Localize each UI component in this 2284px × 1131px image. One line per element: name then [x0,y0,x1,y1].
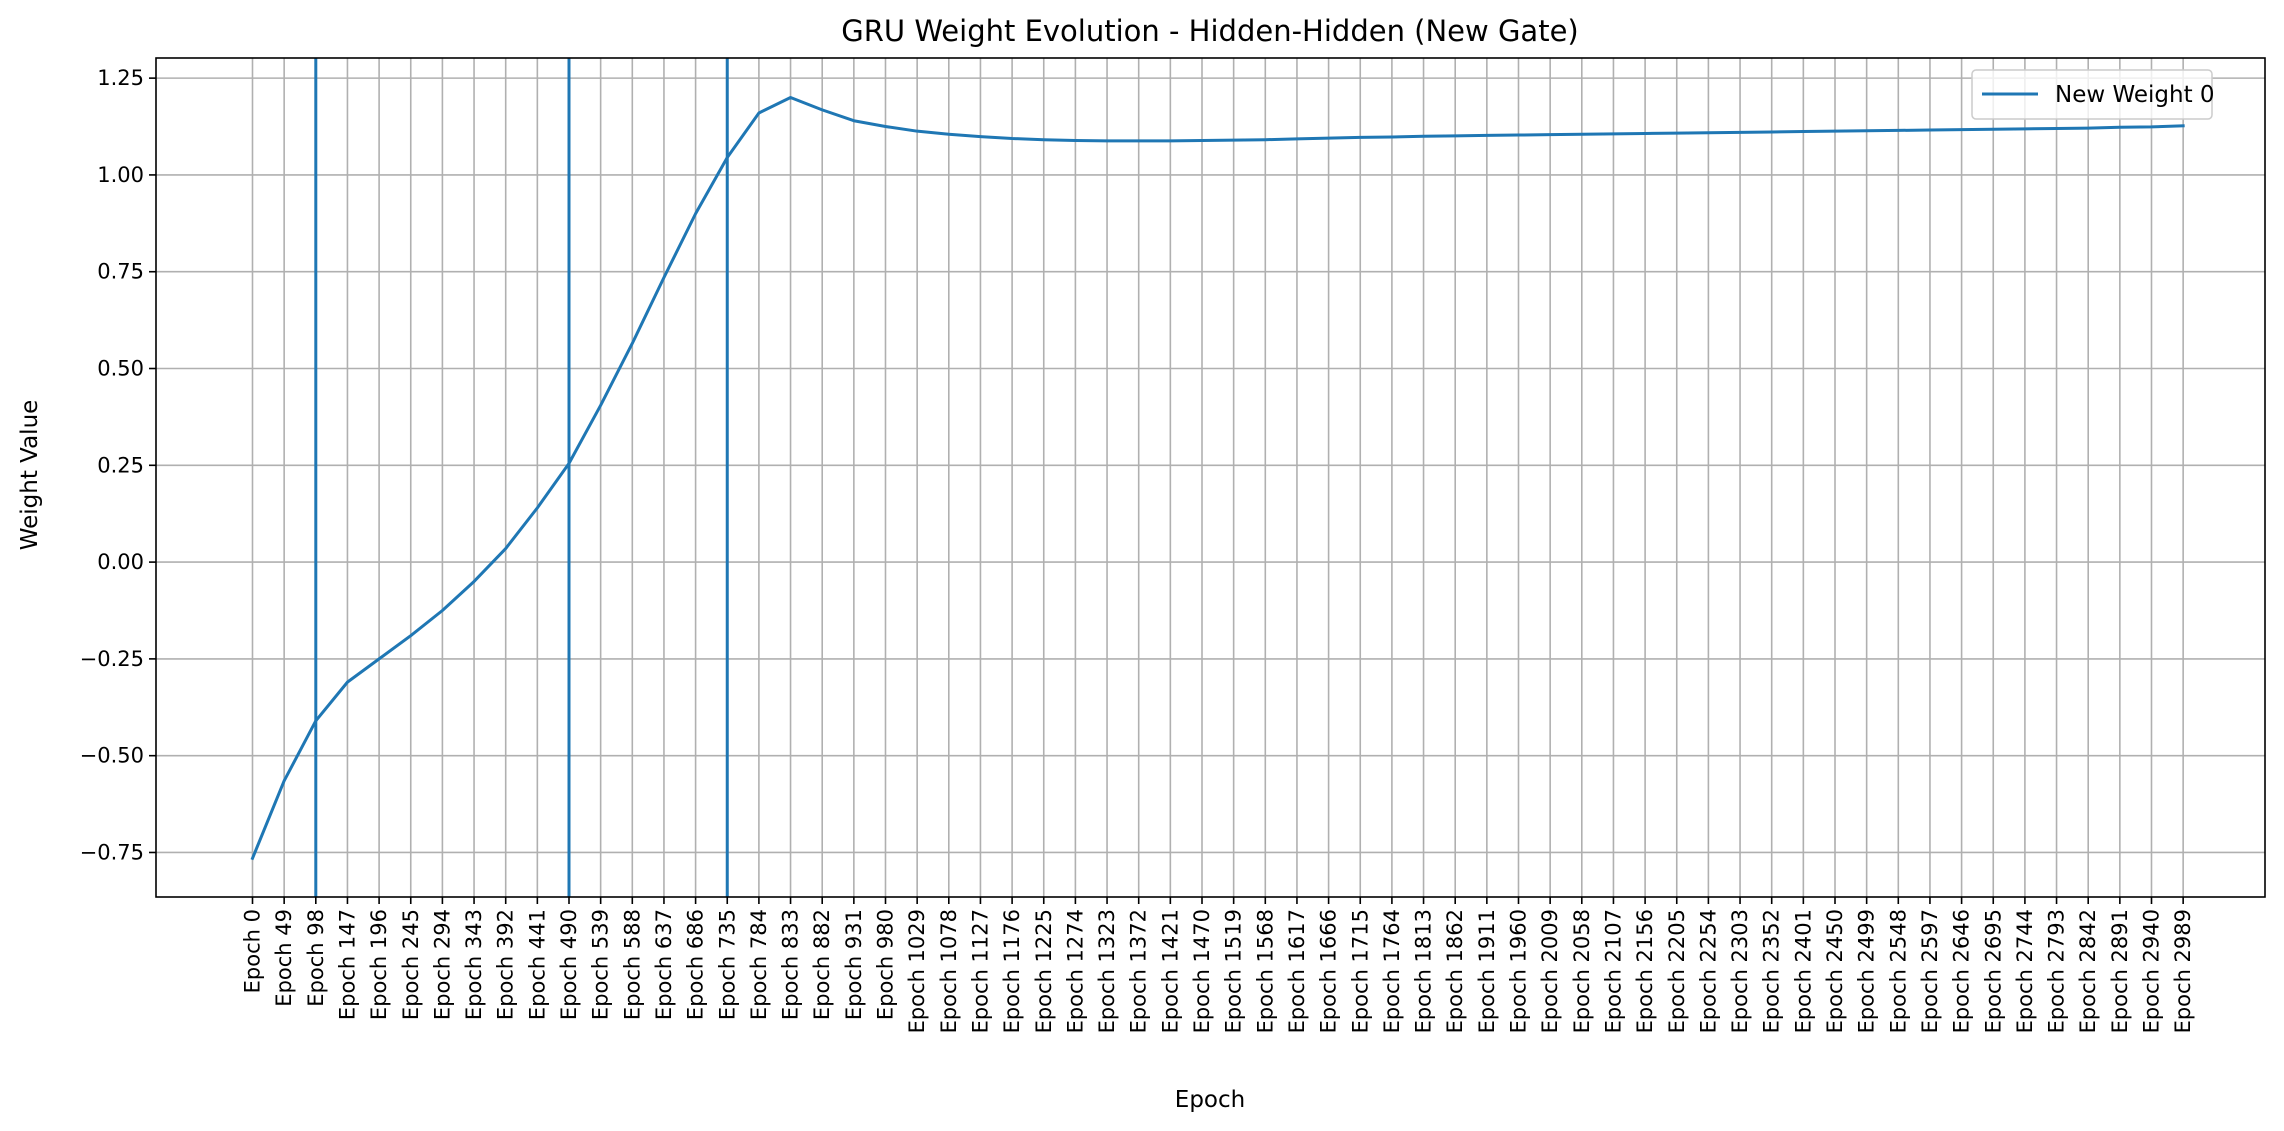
plot-area-frame [155,57,2266,898]
x-tick-label: Epoch 1666 [1317,909,1341,1033]
x-tick-label: Epoch 2107 [1601,909,1625,1033]
x-tick-label: Epoch 2450 [1823,909,1847,1033]
x-tick-label: Epoch 2597 [1918,909,1942,1033]
x-tick-label: Epoch 1323 [1095,909,1119,1033]
x-tick-label: Epoch 882 [810,909,834,1020]
x-tick-label: Epoch 2793 [2045,909,2069,1033]
y-tick-label: −0.75 [80,840,144,864]
x-tick-label: Epoch 1029 [905,909,929,1033]
x-tick-label: Epoch 2499 [1855,909,1879,1033]
y-axis-ticks: −0.75 −0.50 −0.25 0.00 0.25 0.50 0.75 1.00 1.25 [80,66,156,864]
x-tick-label: Epoch 1617 [1285,909,1309,1033]
x-tick-label: Epoch 392 [494,909,518,1020]
x-tick-label: Epoch 1715 [1348,909,1372,1033]
x-tick-label: Epoch 1862 [1443,909,1467,1033]
x-tick-label: Epoch 539 [589,909,613,1020]
x-tick-label: Epoch 490 [557,909,581,1020]
series-line [250,95,2185,861]
x-tick-label: Epoch 1127 [968,909,992,1033]
y-tick-label: 1.25 [97,66,144,90]
y-tick-label: −0.50 [80,744,144,768]
x-tick-label: Epoch 2009 [1538,909,1562,1033]
x-tick-label: Epoch 2205 [1665,909,1689,1033]
x-tick-label: Epoch 0 [241,909,265,993]
x-tick-label: Epoch 588 [620,909,644,1020]
y-tick-label: 0.75 [97,260,144,284]
y-axis-label: Weight Value [17,400,43,551]
x-tick-label: Epoch 1519 [1222,909,1246,1033]
x-tick-label: Epoch 294 [430,909,454,1020]
x-tick-label: Epoch 98 [304,909,328,1007]
x-tick-label: Epoch 1421 [1158,909,1182,1033]
x-tick-label: Epoch 147 [335,909,359,1020]
x-tick-label: Epoch 2646 [1950,909,1974,1033]
x-tick-label: Epoch 2744 [2013,909,2037,1033]
x-tick-label: Epoch 686 [684,909,708,1020]
y-tick-label: −0.25 [80,647,144,671]
y-tick-label: 0.00 [97,550,144,574]
x-tick-label: Epoch 784 [747,909,771,1020]
x-tick-label: Epoch 1274 [1063,909,1087,1033]
y-tick-label: 1.00 [97,163,144,187]
x-axis-ticks: Epoch 0 Epoch 49 Epoch 98 Epoch 147 Epoch 19… [241,897,2195,1033]
legend-box [1971,69,2213,120]
x-tick-label: Epoch 637 [652,909,676,1020]
x-tick-label: Epoch 2401 [1791,909,1815,1033]
x-tick-label: Epoch 343 [462,909,486,1020]
x-tick-label: Epoch 2548 [1886,909,1910,1033]
x-tick-label: Epoch 2254 [1696,909,1720,1033]
x-tick-label: Epoch 1470 [1190,909,1214,1033]
x-tick-label: Epoch 1764 [1380,909,1404,1033]
x-tick-label: Epoch 1911 [1475,909,1499,1033]
x-tick-label: Epoch 1176 [1000,909,1024,1033]
x-tick-label: Epoch 1960 [1507,909,1531,1033]
x-tick-label: Epoch 931 [842,909,866,1020]
y-tick-label: 0.50 [97,357,144,381]
x-tick-label: Epoch 245 [399,909,423,1020]
x-tick-label: Epoch 2352 [1760,909,1784,1033]
x-tick-label: Epoch 735 [715,909,739,1020]
chart-title: GRU Weight Evolution - Hidden-Hidden (Ne… [841,14,1578,48]
x-axis-label: Epoch [1175,1087,1245,1113]
x-tick-label: Epoch 2891 [2108,909,2132,1033]
x-tick-label: Epoch 980 [874,909,898,1020]
x-tick-label: Epoch 196 [367,909,391,1020]
x-tick-label: Epoch 1078 [937,909,961,1033]
x-tick-label: Epoch 49 [272,909,296,1007]
x-tick-label: Epoch 2058 [1570,909,1594,1033]
x-tick-label: Epoch 2842 [2076,909,2100,1033]
x-tick-label: Epoch 2940 [2140,909,2164,1033]
x-tick-label: Epoch 1225 [1032,909,1056,1033]
x-tick-label: Epoch 1372 [1127,909,1151,1033]
series-layer [250,95,2185,861]
x-tick-label: Epoch 833 [779,909,803,1020]
x-tick-label: Epoch 1568 [1253,909,1277,1033]
x-tick-label: Epoch 2303 [1728,909,1752,1033]
x-tick-label: Epoch 2989 [2171,909,2195,1033]
vertical-markers [314,58,729,897]
x-tick-label: Epoch 2695 [1981,909,2005,1033]
x-tick-label: Epoch 2156 [1633,909,1657,1033]
legend-label: New Weight 0 [2055,82,2215,108]
legend: New Weight 0 [1971,69,2215,120]
x-tick-label: Epoch 441 [525,909,549,1020]
x-tick-label: Epoch 1813 [1412,909,1436,1033]
y-tick-label: 0.25 [97,453,144,477]
